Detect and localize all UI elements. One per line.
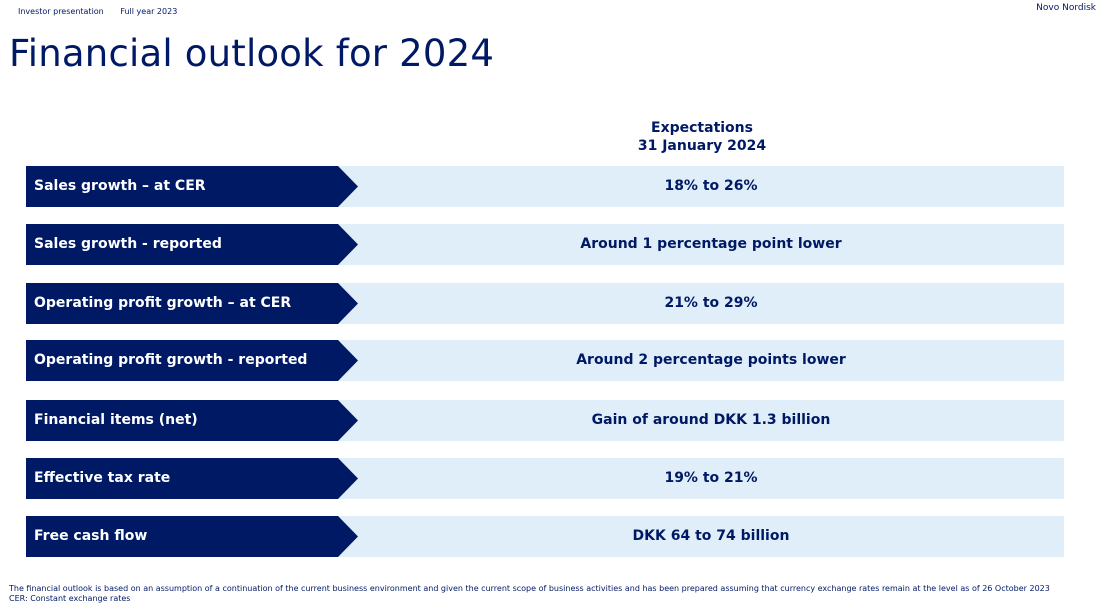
column-header: Expectations 31 January 2024 bbox=[604, 119, 800, 155]
row-label: Sales growth - reported bbox=[34, 236, 222, 252]
outlook-row-op-profit-growth-reported: Operating profit growth - reported Aroun… bbox=[26, 340, 1064, 381]
breadcrumb-presentation: Investor presentation bbox=[18, 7, 104, 16]
page-title: Financial outlook for 2024 bbox=[9, 32, 495, 75]
row-value: 21% to 29% bbox=[664, 295, 758, 311]
outlook-row-free-cash-flow: Free cash flow DKK 64 to 74 billion bbox=[26, 516, 1064, 557]
outlook-row-effective-tax-rate: Effective tax rate 19% to 21% bbox=[26, 458, 1064, 499]
row-label-arrow bbox=[26, 283, 358, 324]
row-label: Free cash flow bbox=[34, 528, 148, 544]
row-value: DKK 64 to 74 billion bbox=[632, 528, 790, 544]
outlook-row-sales-growth-cer: Sales growth – at CER 18% to 26% bbox=[26, 166, 1064, 207]
row-value: Around 1 percentage point lower bbox=[580, 236, 842, 252]
row-label: Sales growth – at CER bbox=[34, 178, 206, 194]
breadcrumb-period: Full year 2023 bbox=[120, 7, 178, 16]
footnote-cer: CER: Constant exchange rates bbox=[9, 594, 131, 603]
row-label-arrow bbox=[26, 224, 358, 265]
footnotes: The financial outlook is based on an ass… bbox=[9, 584, 1050, 604]
row-label-arrow bbox=[26, 340, 358, 381]
outlook-row-financial-items: Financial items (net) Gain of around DKK… bbox=[26, 400, 1064, 441]
row-label: Financial items (net) bbox=[34, 412, 198, 428]
row-label: Operating profit growth - reported bbox=[34, 352, 308, 368]
row-value: 18% to 26% bbox=[664, 178, 758, 194]
row-value: Around 2 percentage points lower bbox=[576, 352, 846, 368]
column-header-line1: Expectations bbox=[651, 120, 753, 136]
footnote-assumption: The financial outlook is based on an ass… bbox=[9, 584, 1050, 593]
column-header-line2: 31 January 2024 bbox=[637, 138, 767, 154]
row-label-arrow bbox=[26, 516, 358, 557]
row-label: Operating profit growth – at CER bbox=[34, 295, 292, 311]
row-value: Gain of around DKK 1.3 billion bbox=[591, 412, 831, 428]
row-label-arrow bbox=[26, 400, 358, 441]
row-value: 19% to 21% bbox=[664, 470, 758, 486]
row-label-arrow bbox=[26, 166, 358, 207]
top-breadcrumb: Investor presentation Full year 2023 bbox=[18, 7, 191, 16]
outlook-row-sales-growth-reported: Sales growth - reported Around 1 percent… bbox=[26, 224, 1064, 265]
row-label: Effective tax rate bbox=[34, 470, 171, 486]
outlook-row-op-profit-growth-cer: Operating profit growth – at CER 21% to … bbox=[26, 283, 1064, 324]
company-name: Novo Nordisk bbox=[1036, 3, 1096, 13]
row-label-arrow bbox=[26, 458, 358, 499]
